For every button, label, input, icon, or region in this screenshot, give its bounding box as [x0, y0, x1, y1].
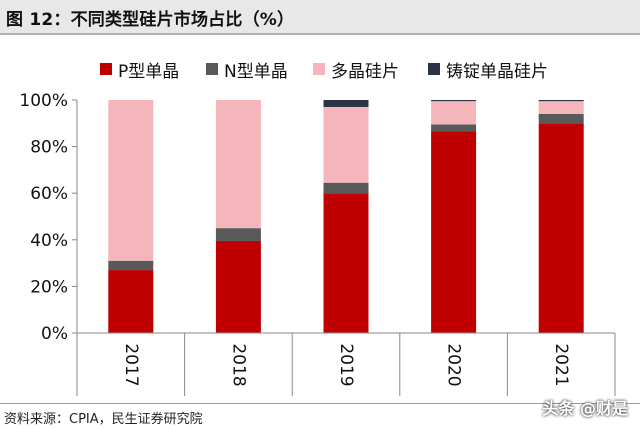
bar-segment-2020-s3 — [431, 100, 477, 102]
x-tick-label-2021: 2021 — [551, 343, 571, 386]
legend-swatch-n-type — [206, 63, 218, 75]
legend-label-n-type: N型单晶 — [224, 61, 288, 82]
y-tick-label: 20% — [30, 277, 68, 297]
y-tick-label: 100% — [19, 91, 68, 111]
footer-divider — [0, 403, 640, 404]
legend-item-p-type: P型单晶 — [100, 57, 180, 82]
bar-segment-2021-s2 — [538, 101, 584, 114]
bar-segment-2021-s3 — [538, 100, 584, 102]
chart-legend: P型单晶 N型单晶 多晶硅片 铸锭单晶硅片 — [0, 57, 640, 82]
legend-swatch-p-type — [100, 63, 112, 75]
y-tick-label: 60% — [30, 184, 68, 204]
legend-item-n-type: N型单晶 — [206, 57, 288, 82]
watermark: 头条 @财是 — [542, 399, 628, 418]
title-bar: 图 12：不同类型硅片市场占比（%） — [0, 0, 640, 33]
bar-segment-2017-s0 — [108, 270, 154, 333]
bar-segment-2021-s0 — [538, 123, 584, 333]
legend-label-p-type: P型单晶 — [118, 61, 180, 82]
bar-segment-2020-s0 — [431, 131, 477, 333]
bar-segment-2019-s1 — [323, 182, 369, 194]
bar-segment-2017-s1 — [108, 260, 154, 271]
legend-label-cast-mono: 铸锭单晶硅片 — [446, 61, 548, 82]
title-divider — [0, 33, 640, 35]
bar-segment-2018-s1 — [215, 228, 261, 241]
legend-swatch-multi — [313, 63, 325, 75]
bar-segment-2019-s2 — [323, 106, 369, 183]
x-tick-label-2018: 2018 — [228, 343, 248, 386]
y-tick-label: 80% — [30, 138, 68, 158]
bar-segment-2020-s1 — [431, 124, 477, 132]
x-tick-label-2019: 2019 — [336, 343, 356, 386]
legend-item-cast-mono: 铸锭单晶硅片 — [428, 57, 548, 82]
legend-label-multi: 多晶硅片 — [331, 61, 399, 82]
bar-segment-2019-s0 — [323, 193, 369, 333]
bar-segment-2018-s0 — [215, 240, 261, 333]
bar-segment-2018-s2 — [215, 100, 261, 229]
figure-title: 图 12：不同类型硅片市场占比（%） — [6, 10, 295, 30]
y-tick-label: 40% — [30, 231, 68, 251]
bar-segment-2020-s2 — [431, 101, 477, 125]
x-tick-label-2017: 2017 — [121, 343, 141, 386]
stacked-bar-chart: 0% 20% 40% 60% 80% 100% 2017 2018 2019 2020 2021 — [19, 91, 616, 396]
legend-swatch-cast-mono — [428, 63, 440, 75]
bar-segment-2019-s3 — [323, 100, 369, 107]
source-note: 资料来源：CPIA，民生证券研究院 — [4, 412, 203, 427]
legend-item-multi: 多晶硅片 — [313, 57, 399, 82]
bar-segment-2017-s2 — [108, 100, 154, 261]
bar-segment-2021-s1 — [538, 113, 584, 124]
y-tick-label: 0% — [41, 324, 68, 344]
x-tick-label-2020: 2020 — [444, 343, 464, 386]
